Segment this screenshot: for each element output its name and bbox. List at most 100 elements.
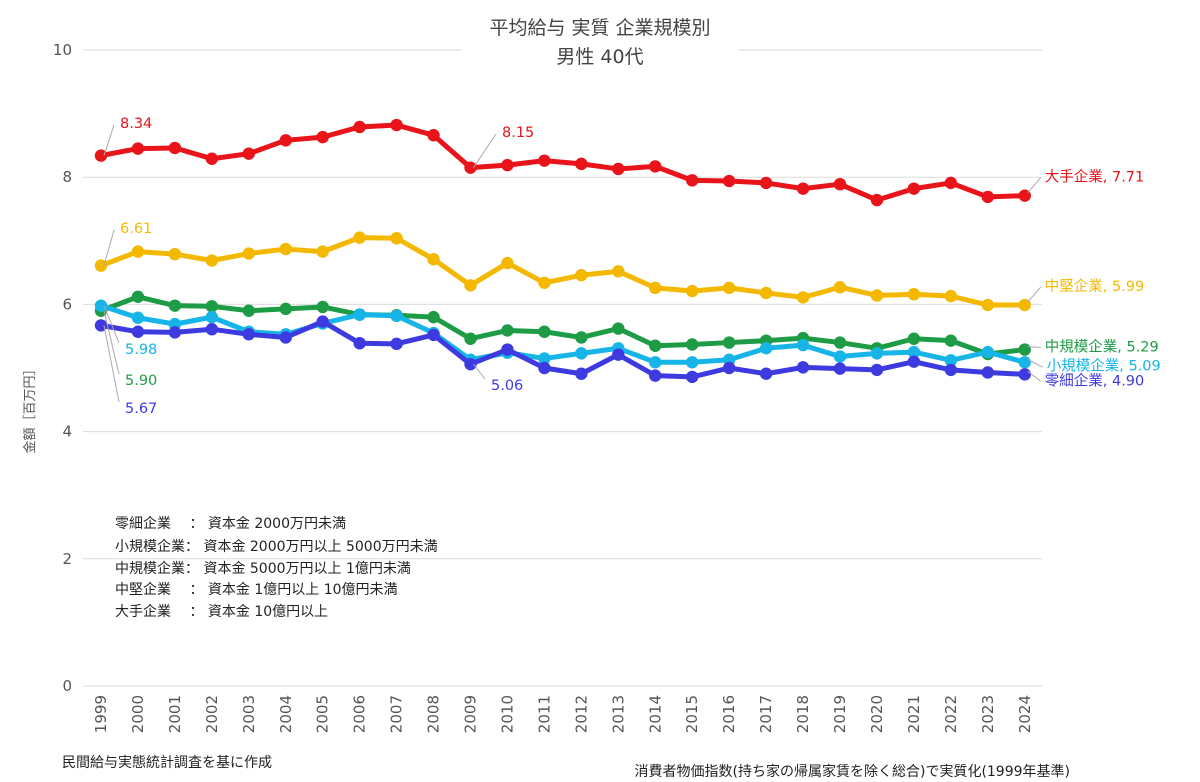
data-point [279, 242, 292, 256]
data-point [501, 324, 514, 337]
annotation: 5.98 [103, 305, 157, 358]
data-point [612, 162, 625, 176]
annotation: 8.34 [103, 116, 152, 156]
data-point [944, 334, 958, 347]
data-point [390, 337, 403, 351]
data-point [575, 268, 588, 282]
end-label-leader [1027, 358, 1043, 368]
data-point [390, 309, 403, 323]
x-tick-label: 2001 [166, 695, 184, 733]
series-end-label: 零細企業, 4.90 [1045, 371, 1145, 389]
footer-method: 消費者物価指数(持ち家の帰属家賃を除く総合)で実質化(1999年基準) [635, 763, 1070, 780]
data-point [316, 315, 329, 328]
y-tick-label: 8 [62, 168, 72, 186]
data-point [168, 141, 182, 155]
data-point [759, 367, 773, 380]
data-point [722, 281, 736, 295]
data-point [907, 332, 921, 345]
data-point [1018, 368, 1031, 381]
data-point [316, 130, 329, 144]
x-tick-label: 2008 [425, 695, 443, 733]
x-tick-label: 2015 [683, 695, 701, 733]
data-point [538, 154, 551, 167]
data-point [649, 356, 662, 369]
data-point [981, 345, 994, 359]
data-point [686, 356, 699, 369]
data-point [427, 310, 440, 324]
data-point [796, 291, 810, 304]
data-point [390, 232, 403, 245]
data-point [575, 157, 588, 171]
annotation-label: 8.15 [502, 125, 534, 141]
footer-source: 民間給与実態統計調査を基に作成 [62, 754, 272, 771]
x-tick-label: 2011 [535, 695, 553, 733]
data-point [833, 177, 847, 191]
y-axis-label: 金額［百万円］ [22, 362, 38, 453]
data-point [944, 289, 958, 303]
data-point [205, 152, 219, 165]
data-point [686, 338, 699, 351]
data-point [759, 286, 773, 300]
data-point [907, 288, 921, 301]
x-tick-label: 2020 [868, 695, 886, 733]
data-point [316, 245, 329, 258]
series-line [98, 294, 1028, 357]
data-point [538, 352, 551, 365]
x-tick-label: 2023 [979, 695, 997, 733]
chart-title: 平均給与 実質 企業規模別 [489, 17, 710, 39]
note-line: 大手企業 ： 資本金 10億円以上 [115, 603, 328, 620]
annotation-leader [473, 133, 497, 168]
data-point [501, 256, 514, 270]
data-point [242, 147, 255, 160]
data-point [464, 279, 477, 292]
data-point [575, 331, 588, 344]
data-point [131, 142, 145, 155]
data-point [907, 355, 921, 368]
data-point [205, 300, 219, 313]
notes-box: 零細企業 ： 資本金 2000万円未満 小規模企業： 資本金 2000万円以上 … [115, 515, 438, 620]
data-point [131, 325, 145, 338]
data-point [722, 336, 736, 349]
data-point [427, 253, 440, 266]
data-point [870, 289, 884, 302]
annotation-label: 5.90 [125, 373, 157, 389]
end-label-leader [1027, 177, 1042, 193]
x-tick-label: 2012 [572, 695, 590, 733]
x-tick-label: 2007 [388, 695, 406, 733]
data-point [722, 174, 736, 188]
data-point [944, 354, 958, 367]
data-point [981, 366, 994, 379]
data-point [353, 231, 366, 244]
data-point [353, 120, 366, 134]
data-point [94, 299, 108, 312]
data-point [242, 247, 255, 260]
data-point [759, 176, 773, 190]
series-end-label: 大手企業, 7.71 [1045, 168, 1145, 186]
x-tick-label: 2005 [314, 695, 332, 733]
data-point [94, 259, 108, 272]
data-point [575, 347, 588, 360]
data-point [575, 367, 588, 380]
annotation-label: 5.98 [125, 342, 157, 358]
series-0: 大手企業, 7.71 [94, 118, 1145, 207]
x-tick-label: 2009 [462, 695, 480, 733]
data-point [427, 129, 440, 142]
data-point [1018, 356, 1031, 369]
data-point [390, 118, 403, 132]
data-point [649, 339, 662, 352]
data-point [279, 331, 292, 344]
data-point [833, 281, 847, 294]
data-point [870, 347, 884, 360]
x-tick-label: 1999 [92, 695, 110, 733]
data-point [501, 343, 514, 356]
data-point [649, 369, 662, 382]
x-tick-label: 2002 [203, 695, 221, 733]
data-point [944, 176, 958, 190]
annotation-label: 6.61 [120, 221, 152, 237]
note-line: 中堅企業 ： 資本金 1億円以上 10億円未満 [115, 581, 398, 598]
series-end-label: 小規模企業, 5.09 [1047, 356, 1161, 374]
series-line [98, 235, 1028, 308]
note-line: 零細企業 ： 資本金 2000万円未満 [115, 515, 346, 532]
